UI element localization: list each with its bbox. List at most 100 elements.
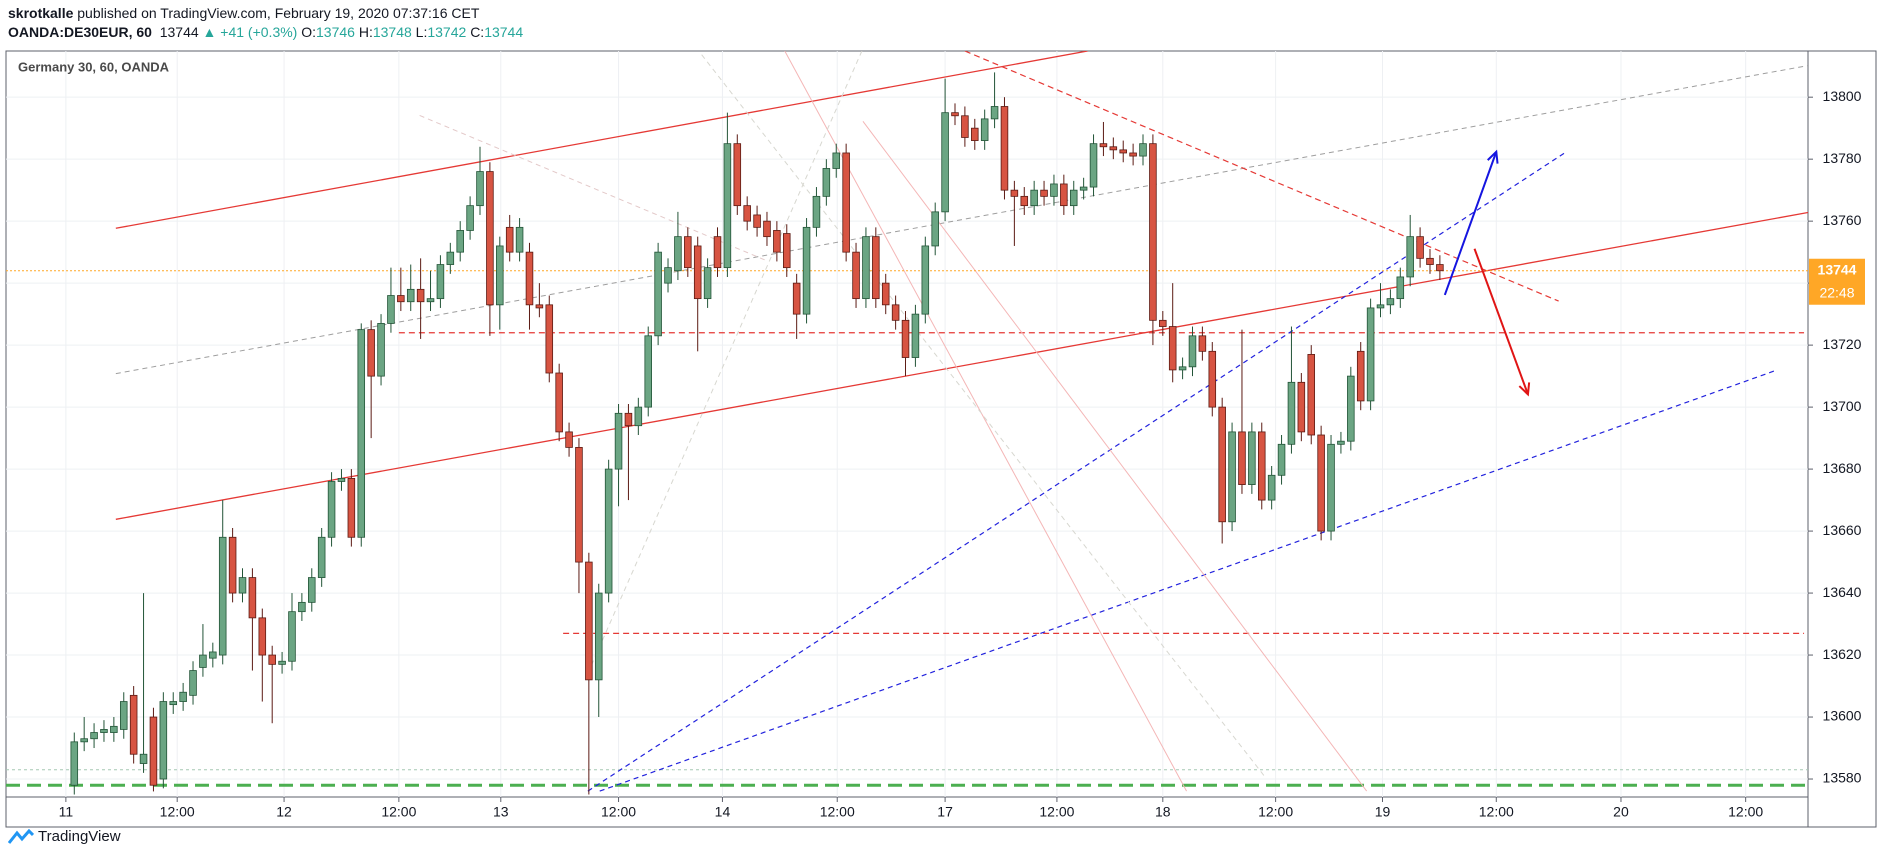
candle-body: [1257, 431, 1266, 501]
x-tick-label: 12:00: [1479, 804, 1514, 820]
publish-line: skrotkalle published on TradingView.com,…: [8, 4, 523, 23]
x-tick-label: 13: [493, 804, 509, 820]
countdown-label: 22:48: [1819, 284, 1854, 300]
y-tick-label: 13780: [1823, 150, 1862, 166]
candle-body: [406, 288, 415, 303]
trend-line: [701, 54, 1266, 777]
candle-body: [891, 304, 900, 321]
candle-body: [1208, 350, 1217, 408]
candle-body: [110, 725, 118, 733]
candle-body: [1188, 335, 1197, 368]
candle-body: [1099, 143, 1108, 148]
grid: [6, 51, 1808, 797]
candle-body: [1149, 143, 1157, 321]
l-value: 13742: [427, 24, 467, 40]
candle-body: [654, 251, 662, 337]
y-tick-label: 13700: [1823, 398, 1862, 414]
candle-body: [387, 295, 395, 324]
y-tick-label: 13580: [1823, 770, 1862, 786]
candle-body: [367, 329, 375, 377]
trend-line: [115, 211, 1808, 520]
candle-body: [218, 536, 227, 656]
candle-body: [209, 651, 217, 659]
candle-body: [1218, 406, 1226, 523]
candle-body: [436, 264, 445, 300]
candle-body: [1079, 186, 1088, 191]
candle-body: [1436, 264, 1444, 272]
x-tick-label: 20: [1613, 804, 1629, 820]
candle-body: [1030, 189, 1038, 207]
candle-body: [317, 536, 326, 578]
candle-body: [139, 753, 148, 764]
candle-body: [881, 282, 890, 306]
candle-body: [575, 446, 583, 563]
candle-body: [872, 236, 880, 300]
candle-body: [713, 236, 722, 269]
y-tick-label: 13720: [1823, 336, 1862, 352]
x-tick-label: 12:00: [160, 804, 195, 820]
axes: 13580 13600 13620 13640 13660 13680 13700 13720…: [59, 88, 1865, 820]
arrow-head: [1487, 149, 1499, 164]
arrow-line: [1473, 248, 1529, 395]
candle-body: [822, 168, 831, 197]
candle-body: [1267, 474, 1276, 501]
candle-body: [357, 329, 366, 538]
x-tick-label: 12:00: [1039, 804, 1074, 820]
candle-body: [545, 304, 554, 374]
candle-body: [723, 143, 732, 269]
candle-body: [832, 152, 841, 169]
candle-body: [1228, 431, 1236, 523]
candle-body: [1109, 146, 1118, 151]
candle-body: [594, 592, 603, 681]
candle-body: [931, 211, 939, 247]
candle-body: [812, 195, 821, 228]
candle-body: [1416, 236, 1424, 259]
last-price-label: 13744: [1818, 261, 1857, 277]
c-value: 13744: [484, 24, 524, 40]
candle-body: [1317, 434, 1325, 532]
x-tick-label: 12:00: [601, 804, 636, 820]
candle-body: [1040, 189, 1048, 197]
candle-body: [505, 226, 514, 253]
y-tick-label: 13760: [1823, 212, 1862, 228]
trend-line: [587, 152, 1565, 792]
candle-body: [1356, 350, 1365, 402]
x-tick-label: 12:00: [381, 804, 416, 820]
candle-body: [743, 205, 751, 222]
y-tick-label: 13620: [1823, 646, 1862, 662]
candle-body: [565, 431, 573, 448]
candle-body: [971, 127, 979, 141]
candle-body: [327, 481, 336, 538]
y-tick-label: 13660: [1823, 522, 1862, 538]
candle-body: [1020, 195, 1029, 207]
candle-body: [1000, 106, 1009, 191]
candle-body: [901, 319, 910, 358]
candle-body: [189, 670, 197, 696]
y-tick-label: 13680: [1823, 460, 1862, 476]
candle-body: [1376, 304, 1385, 309]
o-label: O:: [301, 24, 317, 40]
candle-body: [1238, 431, 1246, 485]
candle-body: [1178, 366, 1187, 371]
candle-body: [1287, 381, 1296, 445]
x-tick-label: 18: [1155, 804, 1171, 820]
symbol-line: OANDA:DE30EUR, 60 13744 ▲ +41 (+0.3%) O:…: [8, 23, 523, 42]
symbol: OANDA:DE30EUR, 60: [8, 24, 152, 40]
candle-body: [1069, 189, 1078, 207]
candle-body: [179, 691, 187, 702]
y-tick-label: 13640: [1823, 584, 1862, 600]
plot: [6, 51, 1808, 795]
x-tick-label: 12: [276, 804, 292, 820]
candle-body: [921, 245, 930, 315]
candle-body: [149, 716, 158, 786]
candle-body: [1168, 326, 1177, 371]
candle-body: [347, 477, 356, 538]
candle-body: [911, 313, 920, 358]
c-label: C:: [470, 24, 485, 40]
x-tick-label: 17: [937, 804, 953, 820]
o-value: 13746: [316, 24, 355, 40]
candle-body: [951, 112, 959, 117]
candle-body: [753, 214, 761, 228]
candle-body: [1119, 149, 1127, 154]
candle-body: [674, 236, 682, 272]
